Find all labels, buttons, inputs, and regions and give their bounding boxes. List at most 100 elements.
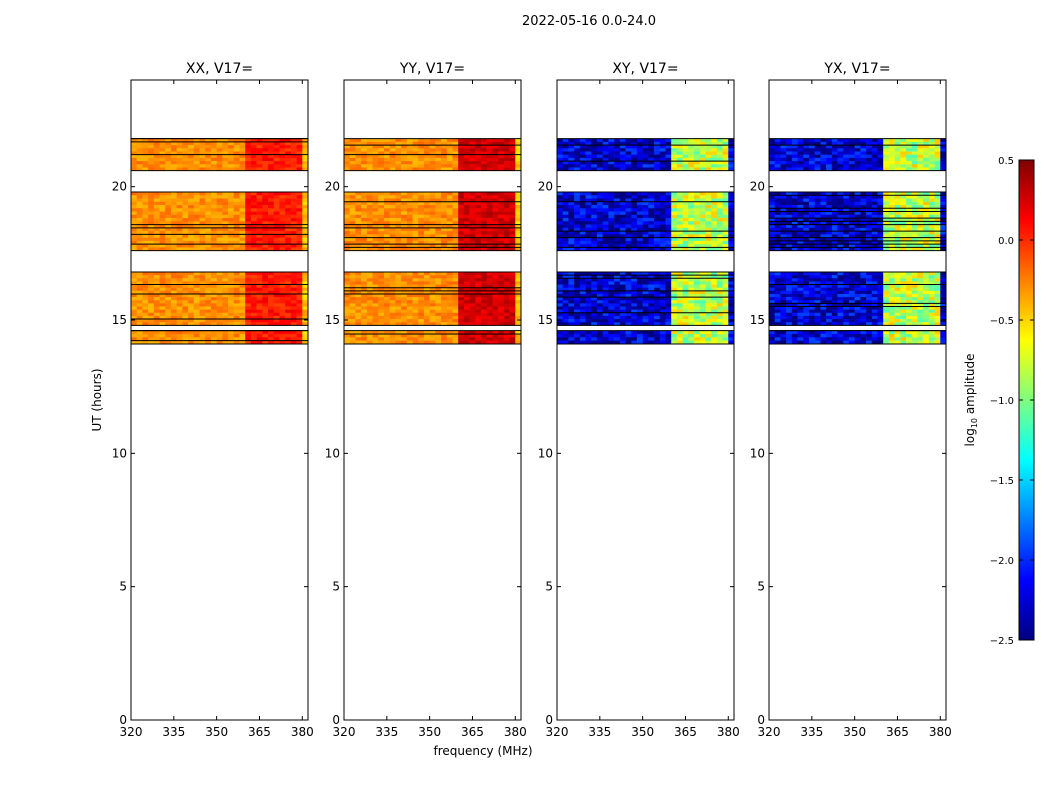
heatmap-cell (642, 161, 649, 165)
heatmap-cell (619, 151, 626, 155)
heatmap-cell (843, 138, 850, 143)
heatmap-cell (344, 334, 351, 338)
heatmap-cell (205, 247, 212, 251)
heatmap-cell (608, 221, 615, 225)
heatmap-cell (165, 278, 172, 282)
heatmap-cell (153, 240, 160, 245)
heatmap-cell (585, 303, 592, 307)
heatmap-cell (826, 148, 833, 152)
heatmap-cell (458, 195, 465, 199)
heatmap-cell (250, 303, 257, 307)
heatmap-cell (636, 221, 643, 225)
heatmap-cell (625, 287, 632, 292)
heatmap-cell (498, 154, 505, 159)
heatmap-cell (296, 231, 303, 235)
heatmap-cell (142, 240, 149, 245)
heatmap-cell (176, 287, 183, 292)
heatmap-cell (509, 287, 516, 292)
heatmap-cell (486, 340, 493, 345)
heatmap-cell (469, 340, 476, 345)
heatmap-cell (631, 281, 638, 285)
heatmap-cell (355, 195, 362, 199)
heatmap-cell (423, 164, 430, 168)
heatmap-cell (631, 337, 638, 341)
heatmap-cell (923, 138, 930, 143)
heatmap-cell (256, 306, 263, 310)
heatmap-cell (378, 247, 385, 251)
heatmap-cell (665, 300, 672, 304)
heatmap-cell (716, 221, 723, 225)
heatmap-cell (383, 201, 390, 206)
heatmap-cell (900, 161, 907, 165)
heatmap-cell (665, 315, 672, 320)
heatmap-cell (273, 161, 280, 165)
heatmap-cell (463, 306, 470, 310)
heatmap-cell (372, 224, 379, 229)
heatmap-cell (705, 211, 712, 216)
heatmap-cell (694, 303, 701, 307)
heatmap-cell (574, 205, 581, 209)
heatmap-cell (136, 195, 143, 199)
heatmap-cell (705, 275, 712, 279)
heatmap-cell (631, 195, 638, 199)
heatmap-cell (608, 161, 615, 165)
heatmap-cell (372, 157, 379, 162)
heatmap-cell (642, 164, 649, 168)
heatmap-cell (344, 303, 351, 307)
heatmap-cell (262, 281, 269, 285)
heatmap-cell (619, 227, 626, 232)
heatmap-cell (614, 337, 621, 341)
heatmap-cell (619, 148, 626, 152)
heatmap-cell (458, 214, 465, 219)
heatmap-cell (170, 312, 177, 317)
heatmap-cell (492, 297, 499, 301)
heatmap-cell (716, 244, 723, 248)
heatmap-cell (608, 297, 615, 301)
heatmap-cell (492, 319, 499, 323)
heatmap-cell (722, 315, 729, 320)
heatmap-cell (182, 275, 189, 279)
heatmap-cell (401, 237, 408, 242)
x-tick-label: 380 (717, 725, 740, 739)
heatmap-cell (791, 157, 798, 162)
heatmap-cell (176, 244, 183, 248)
heatmap-cell (557, 340, 564, 345)
heatmap-cell (688, 138, 695, 143)
heatmap-cell (481, 164, 488, 168)
heatmap-cell (676, 272, 683, 276)
heatmap-cell (665, 275, 672, 279)
heatmap-cell (596, 141, 603, 146)
heatmap-cell (441, 205, 448, 209)
x-tick-label: 350 (205, 725, 228, 739)
heatmap-cell (228, 157, 235, 162)
heatmap-cell (906, 138, 913, 143)
heatmap-cell (412, 303, 419, 307)
heatmap-cell (614, 151, 621, 155)
heatmap-cell (585, 141, 592, 146)
heatmap-cell (786, 151, 793, 155)
heatmap-cell (509, 284, 516, 288)
heatmap-cell (344, 208, 351, 212)
heatmap-cell (579, 164, 586, 168)
heatmap-cell (412, 306, 419, 310)
heatmap-cell (463, 312, 470, 317)
heatmap-cell (463, 151, 470, 155)
heatmap-cell (216, 192, 223, 196)
heatmap-cell (562, 300, 569, 304)
heatmap-cell (568, 309, 575, 314)
heatmap-cell (228, 167, 235, 171)
heatmap-cell (636, 319, 643, 323)
heatmap-cell (401, 157, 408, 162)
heatmap-cell (574, 201, 581, 206)
heatmap-cell (602, 303, 609, 307)
heatmap-cell (711, 244, 718, 248)
heatmap-cell (423, 141, 430, 146)
heatmap-cell (940, 161, 947, 165)
heatmap-cell (182, 284, 189, 288)
heatmap-cell (285, 231, 292, 235)
heatmap-cell (602, 221, 609, 225)
heatmap-cell (475, 275, 482, 279)
heatmap-cell (716, 312, 723, 317)
heatmap-cell (631, 293, 638, 298)
heatmap-cell (469, 151, 476, 155)
